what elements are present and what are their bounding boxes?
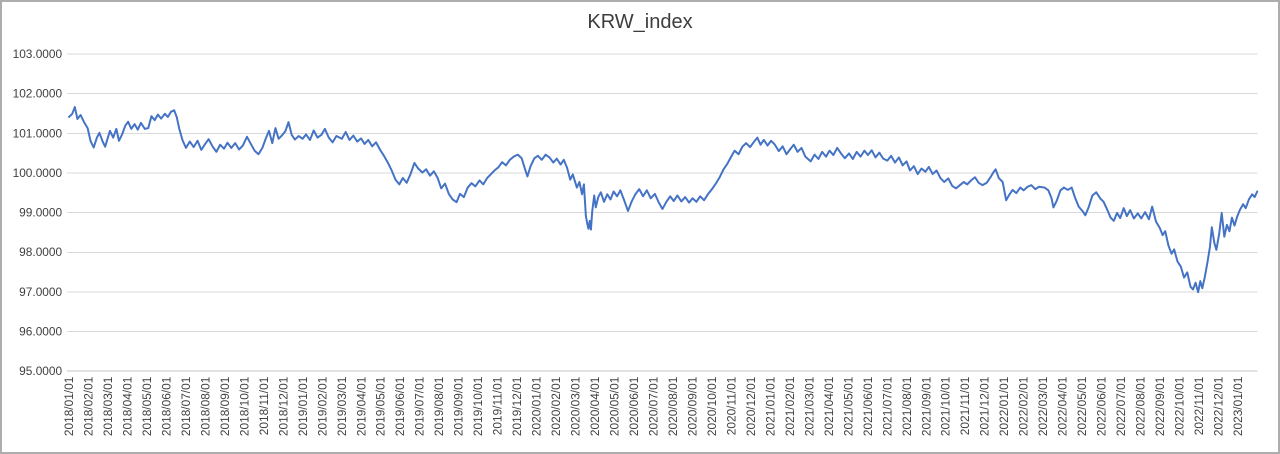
x-axis-tick-label: 2019/03/01 [335,376,349,436]
x-axis-tick-label: 2018/05/01 [140,376,154,436]
x-axis-tick-label: 2022/12/01 [1212,376,1226,436]
x-axis-tick-label: 2020/08/01 [666,376,680,436]
x-axis-tick-label: 2019/10/01 [471,376,485,436]
x-axis-tick-label: 2021/08/01 [900,376,914,436]
y-axis-tick-label: 97.0000 [19,285,62,299]
x-axis-tick-label: 2022/07/01 [1114,376,1128,436]
x-axis-tick-label: 2020/09/01 [685,376,699,436]
x-axis-tick-label: 2022/05/01 [1075,376,1089,436]
x-axis-tick-label: 2021/01/01 [763,376,777,436]
y-axis-tick-label: 100.0000 [13,166,63,180]
y-axis-tick-label: 96.0000 [19,325,62,339]
x-axis-tick-label: 2018/08/01 [198,376,212,436]
y-axis-tick-label: 101.0000 [13,126,63,140]
x-axis-tick-label: 2018/10/01 [237,376,251,436]
x-axis-tick-label: 2020/12/01 [744,376,758,436]
x-axis-tick-label: 2019/05/01 [374,376,388,436]
y-axis-tick-label: 103.0000 [13,47,63,61]
x-axis-tick-label: 2020/06/01 [627,376,641,436]
y-axis-tick-label: 95.0000 [19,364,62,378]
x-axis-tick-label: 2019/01/01 [296,376,310,436]
x-axis-tick-label: 2022/04/01 [1056,376,1070,436]
x-axis-tick-label: 2018/02/01 [82,376,96,436]
x-axis-tick-label: 2020/03/01 [569,376,583,436]
x-axis-tick-label: 2019/08/01 [432,376,446,436]
x-axis-tick-label: 2022/06/01 [1095,376,1109,436]
x-axis-tick-label: 2018/03/01 [101,376,115,436]
x-axis-tick-label: 2018/04/01 [120,376,134,436]
x-axis-tick-label: 2021/07/01 [880,376,894,436]
y-axis-tick-label: 98.0000 [19,245,62,259]
x-axis-tick-label: 2019/11/01 [491,376,505,435]
x-axis-tick-label: 2019/07/01 [413,376,427,436]
y-axis-tick-label: 99.0000 [19,206,62,220]
x-axis-tick-label: 2021/03/01 [802,376,816,436]
x-axis-tick-label: 2020/04/01 [588,376,602,436]
x-axis-tick-label: 2021/04/01 [822,376,836,436]
x-axis-tick-label: 2022/09/01 [1153,376,1167,436]
y-axis-tick-label: 102.0000 [13,87,63,101]
x-axis-tick-label: 2023/01/01 [1231,376,1245,436]
x-axis-tick-label: 2019/12/01 [510,376,524,436]
x-axis-tick-label: 2020/10/01 [705,376,719,436]
x-axis-tick-label: 2021/05/01 [841,376,855,436]
x-axis-tick-label: 2021/10/01 [939,376,953,436]
x-axis-tick-label: 2020/05/01 [608,376,622,436]
x-axis-tick-label: 2021/02/01 [783,376,797,436]
chart-title: KRW_index [587,11,693,33]
x-axis-tick-label: 2020/07/01 [647,376,661,436]
x-axis-tick-label: 2019/06/01 [393,376,407,436]
x-axis-tick-label: 2021/09/01 [919,376,933,436]
x-axis-tick-label: 2018/01/01 [62,376,76,436]
x-axis-tick-label: 2019/09/01 [452,376,466,436]
x-axis-tick-label: 2022/10/01 [1173,376,1187,436]
x-axis-tick-label: 2018/06/01 [159,376,173,436]
x-axis-tick-label: 2020/11/01 [724,376,738,435]
x-axis-tick-label: 2018/11/01 [257,376,271,435]
x-axis-tick-label: 2022/03/01 [1036,376,1050,436]
x-axis-tick-label: 2022/01/01 [997,376,1011,436]
x-axis-tick-label: 2022/02/01 [1017,376,1031,436]
x-axis-tick-label: 2018/12/01 [276,376,290,436]
x-axis-tick-label: 2019/02/01 [315,376,329,436]
x-axis-tick-label: 2021/12/01 [978,376,992,436]
x-axis-tick-label: 2018/09/01 [218,376,232,436]
krw-index-series-line [68,106,1259,294]
x-axis-tick-label: 2021/11/01 [958,376,972,435]
x-axis-tick-label: 2021/06/01 [861,376,875,436]
x-axis-tick-label: 2018/07/01 [179,376,193,436]
x-axis-tick-label: 2022/11/01 [1192,376,1206,435]
x-axis-tick-label: 2019/04/01 [354,376,368,436]
x-axis-tick-label: 2020/02/01 [549,376,563,436]
x-axis-tick-label: 2020/01/01 [530,376,544,436]
x-axis-tick-label: 2022/08/01 [1134,376,1148,436]
